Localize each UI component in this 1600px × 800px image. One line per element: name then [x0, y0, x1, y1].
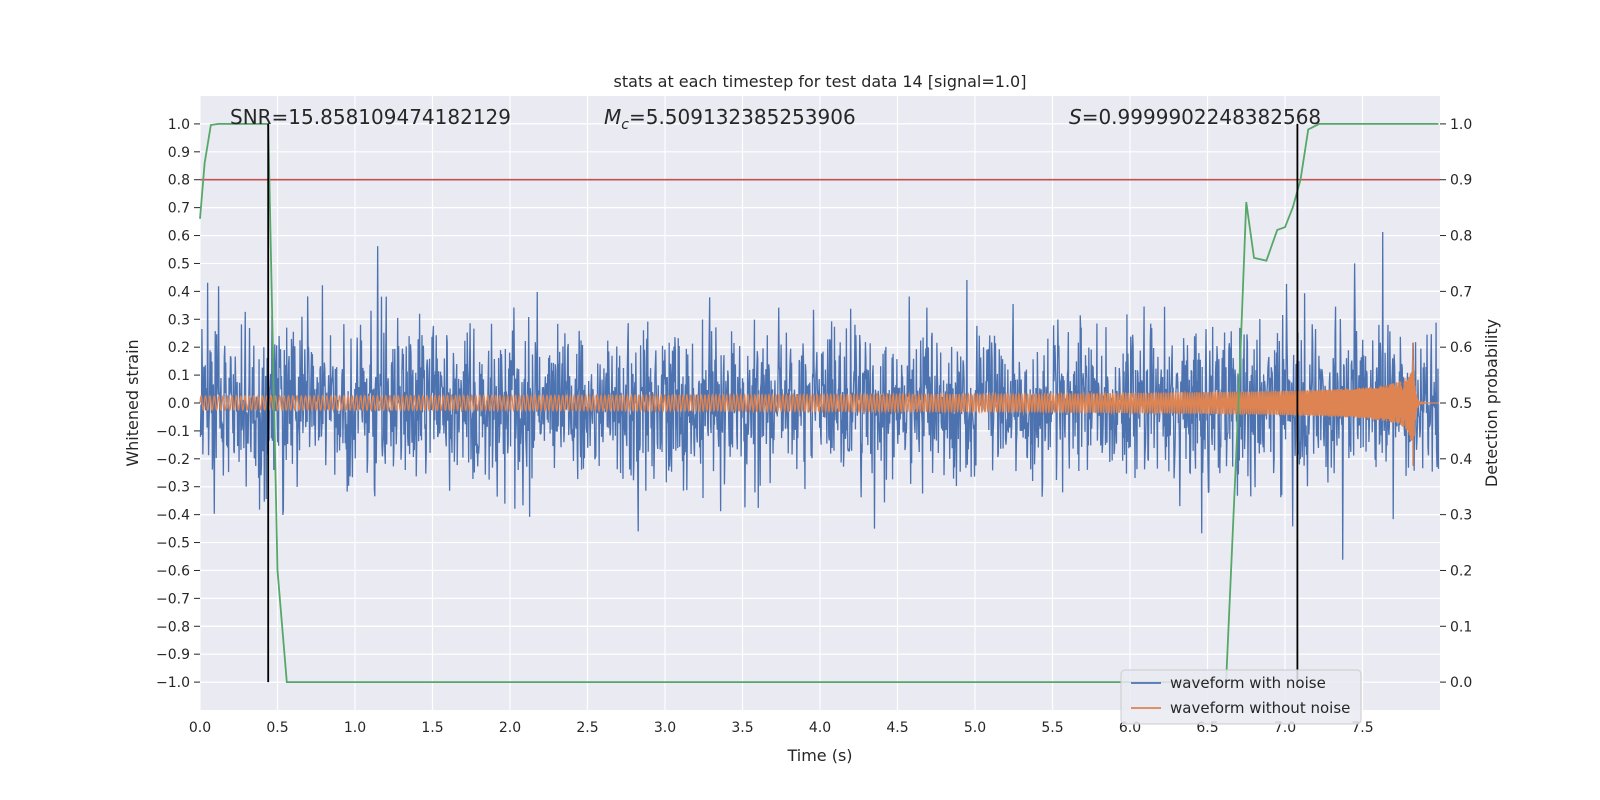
y2-tick-label: 1.0: [1450, 117, 1472, 133]
y2-tick-label: 0.1: [1450, 619, 1472, 635]
y2-tick-label: 0.8: [1450, 229, 1472, 245]
y2-tick-label: 0.7: [1450, 284, 1472, 300]
y2-tick-label: 0.3: [1450, 508, 1472, 524]
series-detection-probability: [199, 123, 1439, 683]
legend-frame: [1120, 669, 1362, 725]
y2-tick-label: 0.0: [1450, 675, 1472, 691]
y-tick-label: −0.8: [156, 619, 190, 635]
y-tick-label: 0.9: [168, 145, 190, 161]
s-symbol: S: [1069, 105, 1082, 129]
y2-tick-label: 0.2: [1450, 563, 1472, 579]
s-value: =0.9999902248382568: [1082, 105, 1321, 129]
y-tick-label: −0.5: [156, 536, 190, 552]
chirp-mass-value: =5.509132385253906: [629, 105, 856, 129]
y-tick-label: 0.6: [168, 229, 190, 245]
y-tick-label: 0.3: [168, 312, 190, 328]
y-tick-label: 0.4: [168, 284, 190, 300]
series-waveform-with-noise: [199, 232, 1440, 560]
y2-tick-label: 0.9: [1450, 173, 1472, 189]
y-tick-label: −0.4: [156, 508, 190, 524]
x-tick-label: 3.0: [654, 720, 676, 736]
snr-annotation: SNR=15.858109474182129: [230, 105, 511, 129]
x-tick-label: 2.0: [499, 720, 521, 736]
y-tick-label: −0.9: [156, 647, 190, 663]
x-tick-label: 4.5: [886, 720, 908, 736]
annotations: SNR=15.858109474182129 Mc=5.509132385253…: [230, 105, 1321, 133]
x-tick-label: 2.5: [576, 720, 598, 736]
y-tick-label: 0.0: [168, 396, 190, 412]
y-tick-label: 0.5: [168, 256, 190, 272]
y-tick-label: 0.2: [168, 340, 190, 356]
chirp-mass-annotation: Mc=5.509132385253906: [604, 105, 856, 133]
y-tick-label: −0.1: [156, 424, 190, 440]
y2-tick-label: 0.5: [1450, 396, 1472, 412]
series-waveform-without-noise: [199, 342, 1439, 466]
s-annotation: S=0.9999902248382568: [1069, 105, 1321, 129]
x-tick-label: 3.5: [731, 720, 753, 736]
legend: waveform with noise waveform without noi…: [1120, 669, 1362, 725]
y-axis-label: Whitened strain: [123, 339, 142, 466]
y-tick-label: 0.7: [168, 201, 190, 217]
ticks: 0.0 0.5 1.0 1.5 2.0 2.5 3.0 3.5 4.0 4.5 5.0 5.5 6.0 6…: [156, 117, 1472, 736]
y-tick-label: 0.8: [168, 173, 190, 189]
x-tick-label: 4.0: [809, 720, 831, 736]
y2-tick-label: 0.4: [1450, 452, 1472, 468]
legend-label-clean: waveform without noise: [1170, 699, 1350, 717]
x-tick-label: 0.0: [189, 720, 211, 736]
y2-tick-label: 0.6: [1450, 340, 1472, 356]
y2-axis-label: Detection probability: [1482, 319, 1501, 487]
chirp-mass-subscript: c: [621, 117, 629, 133]
x-tick-label: 1.0: [344, 720, 366, 736]
y-tick-label: 0.1: [168, 368, 190, 384]
chart-title: stats at each timestep for test data 14 …: [614, 72, 1027, 91]
y-tick-label: −0.3: [156, 480, 190, 496]
data-layer: [199, 123, 1440, 683]
x-axis-label: Time (s): [786, 746, 852, 765]
y-tick-label: −0.2: [156, 452, 190, 468]
y-tick-label: −1.0: [156, 675, 190, 691]
x-tick-label: 5.5: [1041, 720, 1063, 736]
y-tick-label: −0.7: [156, 591, 190, 607]
x-tick-label: 0.5: [266, 720, 288, 736]
x-tick-label: 1.5: [421, 720, 443, 736]
legend-label-noise: waveform with noise: [1170, 674, 1326, 692]
y-tick-label: −0.6: [156, 563, 190, 579]
chirp-mass-symbol: M: [604, 105, 621, 129]
x-tick-label: 5.0: [964, 720, 986, 736]
y-tick-label: 1.0: [168, 117, 190, 133]
